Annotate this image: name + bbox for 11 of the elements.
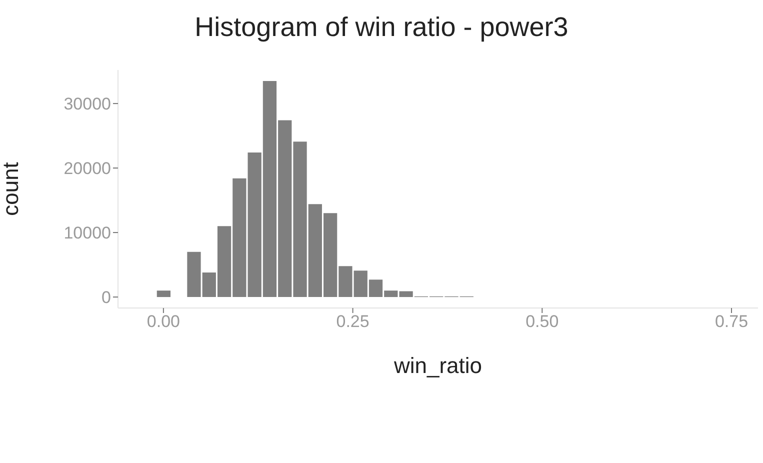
x-tick-label: 0.00 xyxy=(146,312,180,332)
x-tick-label: 0.50 xyxy=(526,312,559,332)
y-tick-label: 0 xyxy=(102,288,111,308)
x-tick-label: 0.25 xyxy=(336,312,370,332)
x-axis-title: win_ratio xyxy=(392,353,482,378)
chart-title: Histogram of win ratio - power3 xyxy=(194,12,570,43)
y-tick-label: 10000 xyxy=(64,224,111,243)
y-tick-label: 20000 xyxy=(64,159,111,178)
y-axis-title: count xyxy=(0,162,23,216)
y-tick-label: 30000 xyxy=(64,94,111,114)
x-tick-label: 0.75 xyxy=(714,312,748,332)
